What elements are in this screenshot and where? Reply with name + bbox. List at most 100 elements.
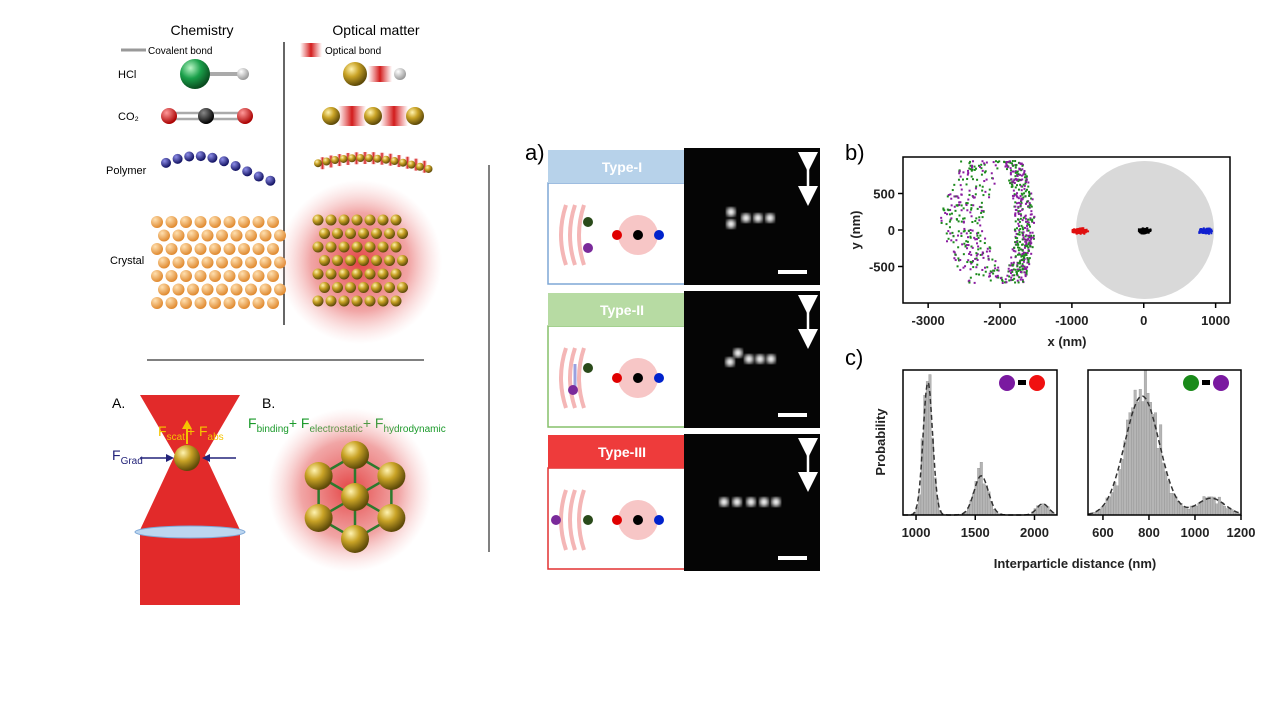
left-figure: Chemistry Optical matter Covalent bond O…	[106, 22, 446, 605]
particle	[397, 255, 408, 266]
optical-bond	[422, 160, 427, 173]
particle	[331, 156, 339, 165]
trajectory-point	[964, 265, 967, 268]
trajectory-point	[975, 254, 978, 257]
x-tick-label: 2000	[1020, 525, 1049, 540]
trajectory-point	[997, 276, 1000, 279]
trajectory-point	[1020, 248, 1023, 251]
histogram-bar	[1121, 459, 1124, 516]
y-axis-label: Probability	[873, 408, 888, 476]
trajectory-point	[1015, 194, 1018, 197]
trajectory-point	[1028, 191, 1031, 194]
type-title: Type-II	[600, 302, 644, 318]
trajectory-point	[994, 267, 997, 270]
histogram-bar	[1225, 508, 1229, 516]
particle	[377, 268, 389, 280]
trajectory-point	[1030, 192, 1033, 195]
histogram-bar	[1215, 503, 1219, 516]
trajectory-point	[1203, 229, 1206, 232]
particle	[568, 385, 578, 395]
atom	[223, 216, 236, 228]
trajectory-point	[1028, 257, 1031, 260]
trajectory-point	[1021, 278, 1024, 281]
histogram-bar	[1192, 506, 1196, 516]
trajectory-point	[1025, 244, 1028, 247]
trajectory-point	[984, 170, 987, 173]
trajectory-point	[1023, 246, 1026, 249]
histogram-bar	[1146, 393, 1150, 516]
trajectory-point	[1207, 232, 1210, 235]
trajectory-point	[969, 228, 972, 231]
trajectory-point	[949, 208, 952, 211]
trajectory-point	[1210, 228, 1213, 231]
trajectory-point	[963, 227, 966, 230]
x-tick-label: 0	[1140, 313, 1147, 328]
trajectory-point	[968, 252, 971, 255]
trajectory-point	[1011, 248, 1014, 251]
trajectory-point	[1029, 231, 1032, 234]
trajectory-point	[1142, 232, 1145, 235]
trajectory-point	[950, 212, 953, 215]
particle	[314, 159, 322, 168]
trajectory-point	[975, 167, 978, 170]
trajectory-point	[1023, 258, 1026, 261]
trajectory-point	[1025, 267, 1028, 270]
histogram-bar	[1184, 507, 1188, 516]
row-label: HCl	[118, 69, 136, 81]
trajectory-point	[1208, 229, 1211, 232]
particle	[373, 154, 382, 163]
trajectory-point	[996, 274, 999, 277]
trajectory-point	[974, 220, 977, 223]
trajectory-point	[943, 209, 946, 212]
particle	[319, 228, 330, 239]
trajectory-point	[1025, 271, 1028, 274]
atom	[238, 297, 250, 309]
atom	[238, 270, 250, 282]
trajectory-point	[989, 247, 992, 250]
atom	[267, 297, 279, 309]
atom	[252, 297, 265, 309]
trajectory-point	[978, 216, 981, 219]
legend-dot	[1029, 375, 1045, 391]
trajectory-point	[1015, 202, 1018, 205]
atom	[165, 270, 178, 282]
trajectory-point	[1014, 175, 1017, 178]
trajectory-point	[1027, 181, 1030, 184]
trajectory-point	[988, 246, 991, 249]
trajectory-point	[1027, 243, 1030, 246]
trajectory-point	[981, 230, 984, 233]
trajectory-point	[951, 189, 954, 192]
particle-spot	[755, 354, 765, 364]
x-tick-label: 800	[1138, 525, 1160, 540]
trajectory-point	[1025, 234, 1028, 237]
trajectory-point	[957, 234, 960, 237]
trajectory-point	[944, 211, 947, 214]
trajectory-point	[981, 216, 984, 219]
trajectory-point	[1018, 167, 1021, 170]
trajectory-point	[1032, 237, 1035, 240]
trajectory-point	[1025, 188, 1028, 191]
trajectory-point	[1018, 173, 1021, 176]
trajectory-point	[992, 269, 995, 272]
trajectory-point	[1031, 231, 1034, 234]
trajectory-point	[954, 253, 957, 256]
trajectory-point	[999, 277, 1002, 280]
trajectory-point	[962, 171, 965, 174]
trajectory-point	[1140, 228, 1143, 231]
optical-bond	[328, 155, 334, 168]
trajectory-point	[990, 172, 993, 175]
trajectory-point	[1027, 205, 1030, 208]
trajectory-point	[1024, 190, 1027, 193]
atom	[165, 297, 178, 309]
trajectory-point	[983, 163, 986, 166]
atom	[180, 216, 192, 228]
trajectory-point	[1144, 230, 1147, 233]
particle	[351, 295, 363, 307]
monomer	[265, 175, 276, 186]
hexagonal-cluster	[304, 441, 406, 553]
trajectory-point	[972, 266, 975, 269]
trajectory-point	[971, 164, 974, 167]
trajectory-point	[1022, 234, 1025, 237]
atom	[201, 283, 214, 296]
